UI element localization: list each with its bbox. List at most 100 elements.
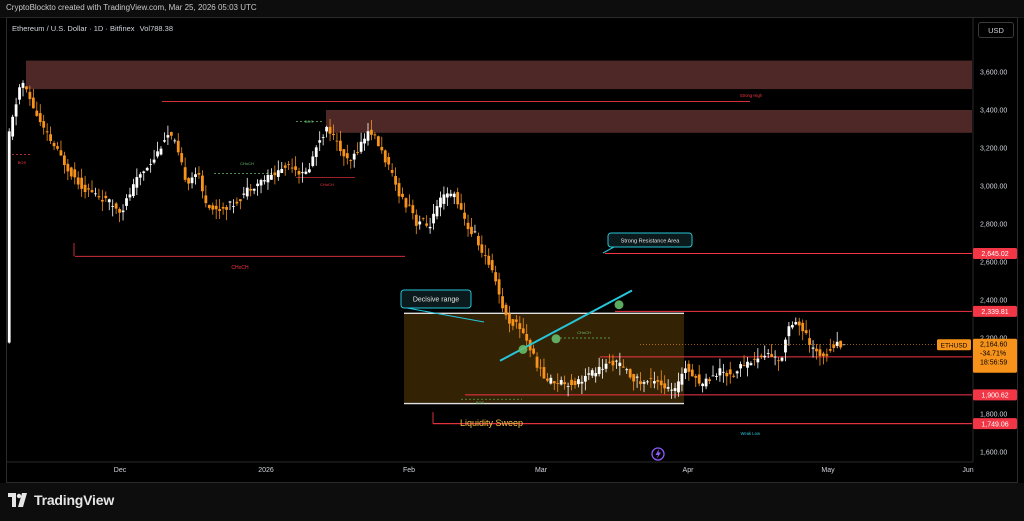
candle-body [601, 368, 604, 370]
candle-body [494, 272, 498, 282]
candle-body [466, 222, 470, 230]
candle-body [439, 197, 442, 208]
candle-body [687, 363, 691, 372]
candle-body [238, 199, 242, 202]
price-badge-text: 2,645.02 [981, 251, 1008, 258]
current-price-badge [973, 338, 1017, 373]
candle-body [263, 180, 266, 182]
candle-body [25, 86, 28, 90]
candle-body [804, 330, 808, 334]
currency-selector[interactable]: USD [978, 22, 1014, 38]
candle-body [194, 174, 197, 178]
candle-body [583, 375, 587, 382]
candle-body [549, 377, 553, 384]
candle-body [249, 188, 253, 191]
candle-body [418, 221, 422, 225]
candle-body [73, 169, 77, 178]
candle-body [839, 340, 843, 348]
candle-body [556, 383, 560, 384]
candle-body [487, 255, 491, 265]
x-tick-label: 2026 [258, 467, 274, 474]
candle-body [97, 196, 101, 198]
candle-body [563, 382, 567, 385]
candle-body [52, 142, 56, 147]
chart-pane[interactable] [6, 17, 1018, 483]
y-tick-label: 2,600.00 [980, 260, 1007, 267]
candle-body [307, 169, 311, 173]
candle-body [276, 170, 280, 177]
candle-body [594, 373, 598, 377]
candle-body [421, 218, 425, 220]
candle-body [408, 204, 411, 206]
candle-body [349, 160, 353, 161]
candle-body [559, 380, 563, 385]
candle-body [21, 82, 25, 88]
candle-body [414, 214, 418, 226]
attribution-text: CryptoBlockto created with TradingView.c… [6, 3, 257, 12]
candle-body [201, 175, 204, 192]
candle-body [56, 146, 59, 149]
candle-body [459, 203, 463, 210]
candle-body [376, 136, 380, 147]
candle-body [473, 231, 477, 233]
candle-body [290, 167, 294, 169]
candle-body [746, 361, 749, 368]
candle-body [394, 175, 397, 185]
candle-body [615, 360, 618, 362]
callout-box [607, 232, 693, 248]
candle-body [145, 167, 149, 171]
candle-body [166, 135, 170, 138]
candle-body [801, 322, 805, 332]
candle-body [11, 116, 15, 137]
candle-body [404, 198, 408, 208]
candle-body [107, 199, 111, 203]
candle-body [318, 140, 322, 143]
y-tick-label: 1,600.00 [980, 450, 1007, 457]
candle-body [366, 131, 370, 141]
candle-body [235, 201, 239, 204]
candle-body [756, 358, 760, 363]
decisive-range-box [404, 313, 684, 404]
candle-body [715, 376, 718, 377]
tradingview-brand[interactable]: TradingView [8, 492, 114, 508]
candle-body [14, 104, 18, 117]
candle-body [635, 376, 639, 378]
candle-body [87, 188, 90, 190]
callout-text: Decisive range [413, 296, 459, 303]
volume-label: Vol [139, 24, 151, 33]
candle-body [100, 199, 104, 202]
candle-body [677, 381, 680, 393]
candle-body [390, 170, 394, 173]
candle-body [618, 362, 622, 366]
candle-body [411, 205, 415, 214]
candle-body [373, 134, 377, 136]
candle-body [552, 381, 556, 384]
candle-body [49, 134, 52, 141]
candle-body [401, 193, 404, 198]
candle-body [452, 193, 456, 198]
candle-body [728, 369, 732, 375]
current-change-text: -34.71% [980, 351, 1006, 358]
bos-label-range: BOS [476, 400, 485, 405]
candle-body [780, 357, 784, 361]
x-tick-label: Jun [962, 467, 973, 474]
candle-body [294, 166, 297, 170]
candle-body [432, 213, 435, 224]
symbol-legend[interactable]: Ethereum / U.S. Dollar · 1D · Bitfinex V… [12, 24, 173, 33]
candle-body [183, 167, 187, 180]
price-badge-text: 1,900.62 [981, 392, 1008, 399]
candle-body [90, 190, 94, 193]
x-tick-label: May [821, 467, 835, 474]
candle-body [204, 195, 208, 204]
price-badge [973, 305, 1017, 317]
y-tick-label: 3,200.00 [980, 146, 1007, 153]
price-badge [973, 247, 1017, 259]
candle-body [45, 131, 49, 133]
candle-body [245, 187, 249, 197]
candle-body [228, 201, 232, 203]
weak-low-label: Weak Low [741, 431, 761, 436]
y-tick-label: 3,400.00 [980, 108, 1007, 115]
candle-body [825, 354, 829, 356]
candle-body [94, 193, 97, 195]
